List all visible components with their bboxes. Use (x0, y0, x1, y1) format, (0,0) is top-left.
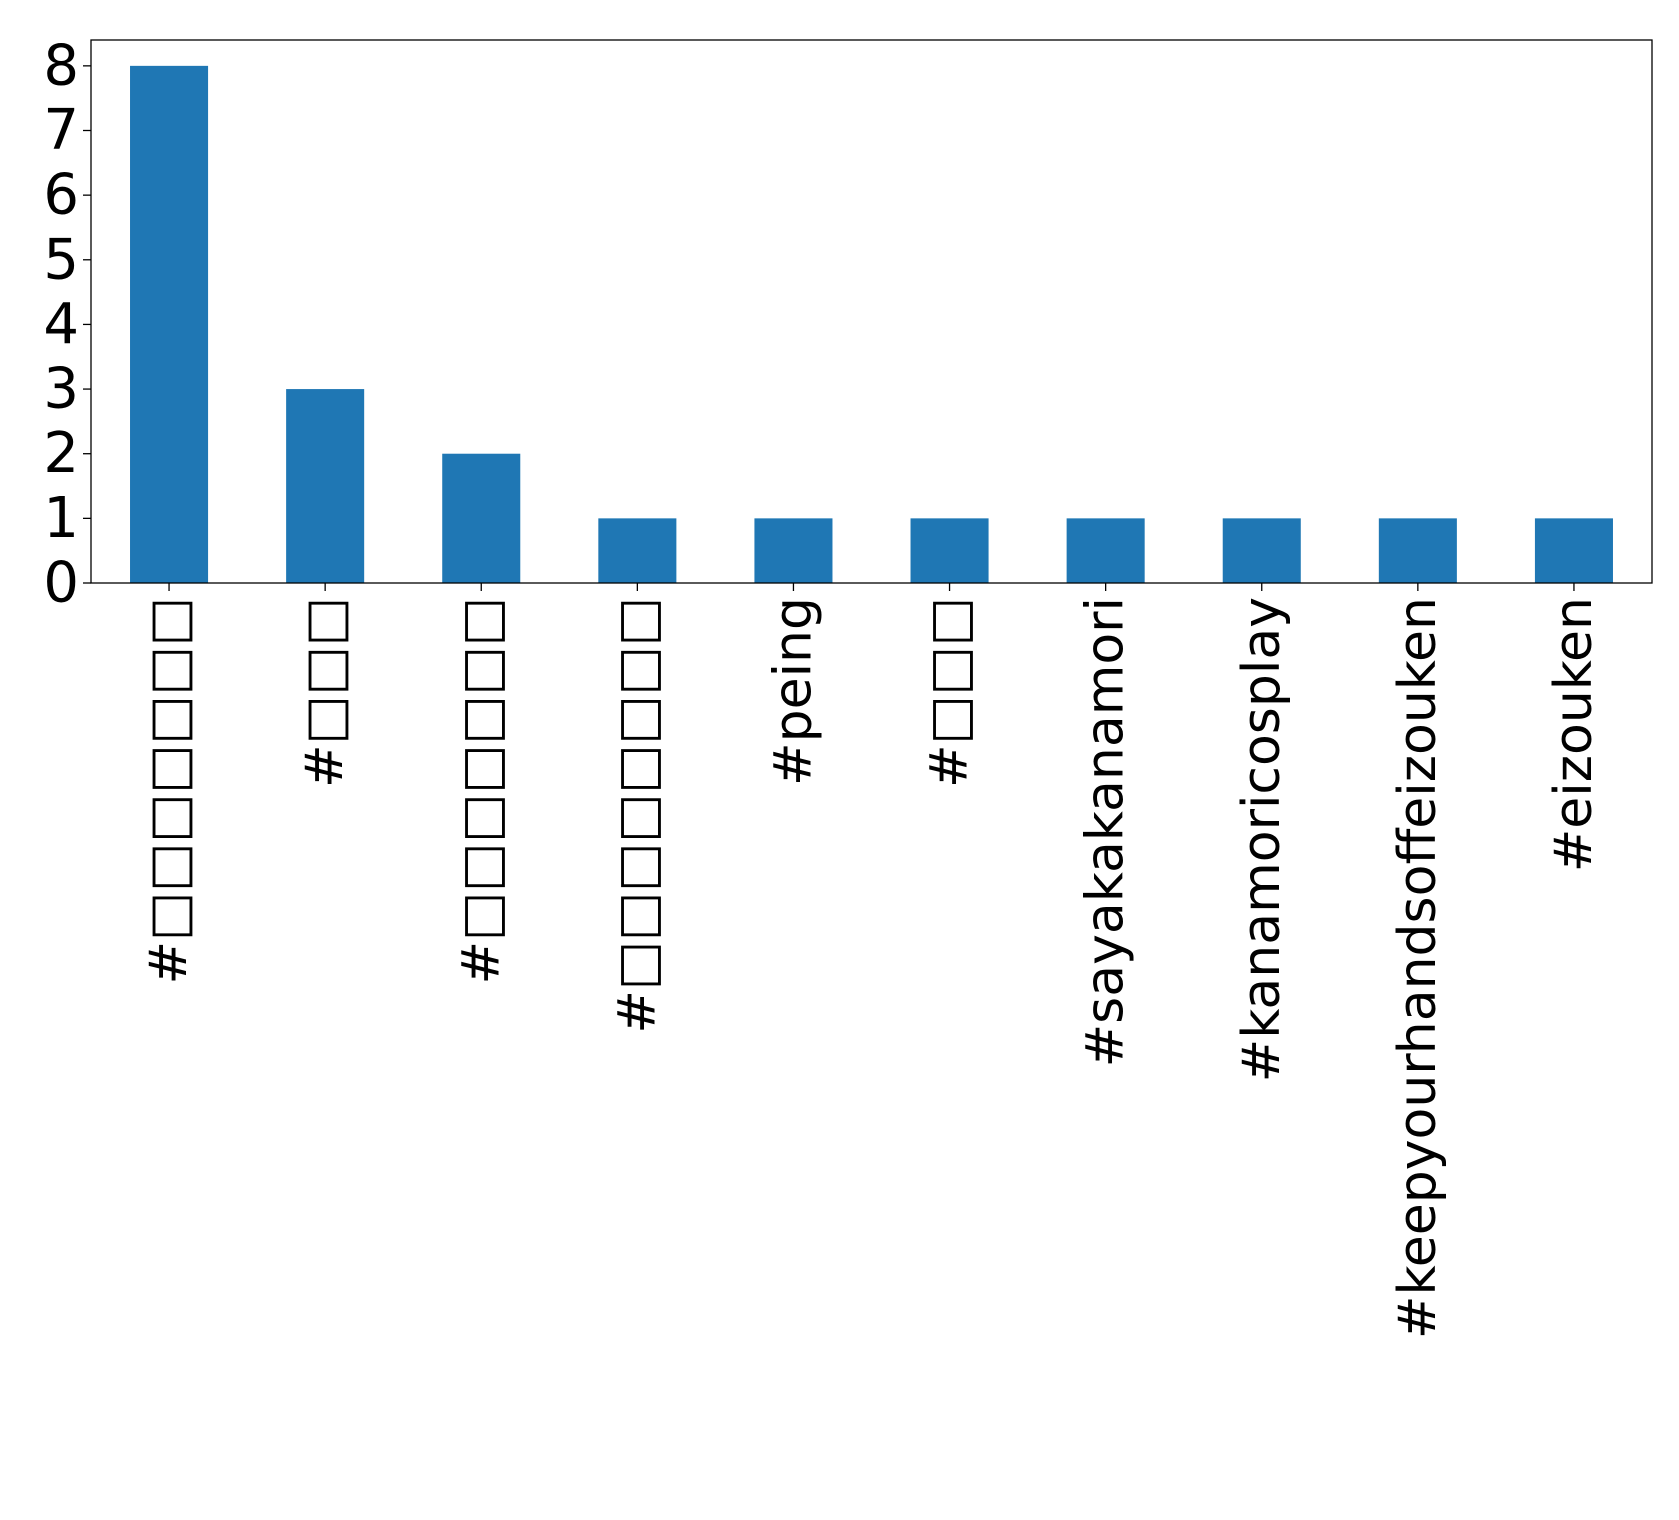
x-tick-label-9: #eizouken (1544, 597, 1604, 872)
y-tick-label-3: 3 (43, 357, 79, 422)
x-tick-label-text-5: #□□□ (920, 597, 980, 788)
bar-1 (286, 389, 365, 583)
x-tick-label-4: #peing (763, 597, 823, 786)
x-tick-label-1: #□□□ (295, 597, 355, 788)
y-tick-label-0: 0 (43, 551, 79, 616)
y-tick-label-6: 6 (43, 163, 79, 228)
x-axis: #□□□□□□□ #□□□ #□□□□□□□ #□□□□□□□□ #peing #□□□ #… (139, 583, 1604, 1339)
x-tick-label-7: #kanamoricosplay (1232, 597, 1292, 1082)
x-tick-label-text-0: #□□□□□□□ (139, 597, 199, 985)
x-tick-label-6: #sayakakanamori (1076, 597, 1136, 1067)
y-tick-label-2: 2 (43, 421, 79, 486)
x-tick-label-2: #□□□□□□□ (451, 597, 511, 985)
bars-group (130, 65, 1613, 584)
y-tick-label-5: 5 (43, 227, 79, 292)
bar-4 (754, 518, 833, 583)
x-tick-label-text-9: #eizouken (1544, 597, 1604, 872)
y-tick-label-4: 4 (43, 292, 79, 357)
bar-0 (130, 65, 209, 584)
y-tick-label-7: 7 (43, 98, 79, 163)
bar-9 (1534, 518, 1613, 583)
y-tick-label-1: 1 (43, 486, 79, 551)
x-tick-label-text-2: #□□□□□□□ (451, 597, 511, 985)
bar-3 (598, 518, 677, 583)
x-tick-label-text-1: #□□□ (295, 597, 355, 788)
x-tick-label-0: #□□□□□□□ (139, 597, 199, 985)
bar-8 (1378, 518, 1457, 583)
bar-6 (1066, 518, 1145, 583)
x-tick-label-8: #keepyourhandsoffeizouken (1388, 597, 1448, 1339)
bar-2 (442, 453, 521, 583)
x-tick-label-text-7: #kanamoricosplay (1232, 597, 1292, 1082)
y-tick-label-8: 8 (43, 33, 79, 98)
x-tick-label-5: #□□□ (920, 597, 980, 788)
bar-7 (1222, 518, 1301, 583)
bar-5 (910, 518, 989, 583)
x-tick-label-text-3: #□□□□□□□□ (607, 597, 667, 1034)
x-tick-label-text-4: #peing (763, 597, 823, 786)
x-tick-label-text-8: #keepyourhandsoffeizouken (1388, 597, 1448, 1339)
x-tick-label-3: #□□□□□□□□ (607, 597, 667, 1034)
plot-frame (90, 39, 1653, 584)
x-tick-label-text-6: #sayakakanamori (1076, 597, 1136, 1067)
